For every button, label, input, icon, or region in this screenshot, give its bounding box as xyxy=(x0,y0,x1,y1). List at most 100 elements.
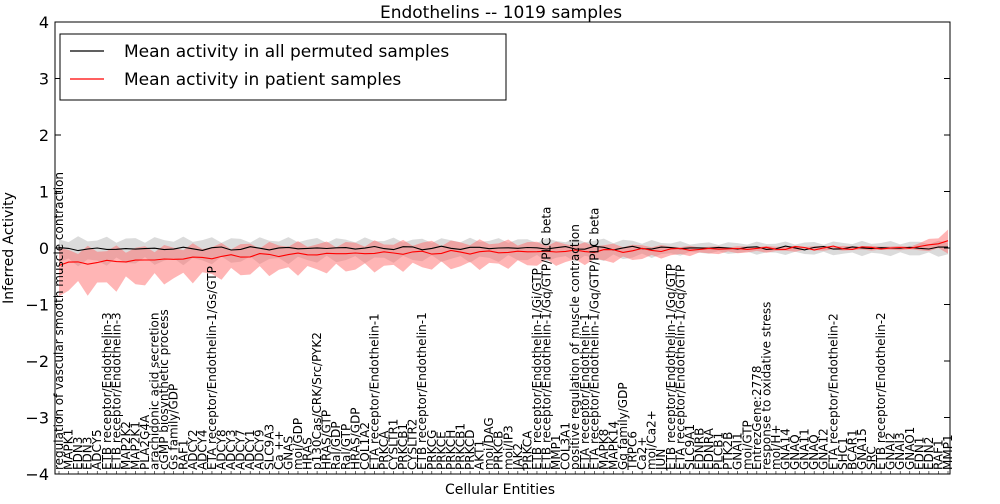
x-category-label: EDN3 xyxy=(81,437,95,470)
x-category-label: ETB receptor/Endothelin-3 xyxy=(109,312,123,470)
x-category-label: AKT1 xyxy=(473,440,487,470)
x-category-label: SLC9A3 xyxy=(262,424,276,470)
x-category-label: ETB receptor/Endothelin-1/Gq/GTP/PLC bet… xyxy=(540,207,554,470)
x-category-label: TRPC6 xyxy=(626,431,640,471)
x-category-label: EDN3 xyxy=(71,437,85,470)
y-tick-label: 0 xyxy=(39,239,49,258)
y-tick-label: −1 xyxy=(25,296,49,315)
x-category-label: ETA receptor/Endothelin-1 xyxy=(578,313,592,470)
x-category-label: ADCY1 xyxy=(243,429,257,470)
x-category-label: ETB receptor/Endothelin-3 xyxy=(100,312,114,470)
x-category-label: ADCY8 xyxy=(215,429,229,470)
permuted-mean-line xyxy=(58,245,949,252)
x-category-label: GNAQ xyxy=(807,434,821,470)
x-category-label: MMP1 xyxy=(941,434,955,470)
x-category-label: moi/H+ xyxy=(769,424,783,470)
x-category-label: moi/Ca2+ xyxy=(645,410,659,470)
x-category-label: PTK2B xyxy=(721,432,735,470)
x-axis-label: Cellular Entities xyxy=(445,482,555,498)
x-category-label: moi/GDP xyxy=(291,418,305,470)
x-category-label: GNA14 xyxy=(779,428,793,470)
y-tick-label: −3 xyxy=(25,409,49,428)
x-category-label: GNAQ xyxy=(788,434,802,470)
x-category-label: SHC1 xyxy=(836,437,850,470)
x-category-label: ETB receptor/Endothelin-1/Gi/GTP xyxy=(530,268,544,470)
x-category-label: PRKCA xyxy=(520,430,534,470)
x-category-label: EntrezGene:2778 xyxy=(750,365,764,470)
x-category-label: ADCY4 xyxy=(195,429,209,470)
x-category-label: response to oxidative stress xyxy=(759,302,773,470)
y-tick-label: 2 xyxy=(39,126,49,145)
patient-confidence-band xyxy=(59,229,948,297)
y-tick-label: −2 xyxy=(25,352,49,371)
legend-box xyxy=(59,33,507,101)
x-category-label: RAF1 xyxy=(931,439,945,470)
x-category-label: EDN1 xyxy=(912,437,926,470)
x-category-label: GNAI3 xyxy=(893,432,907,470)
x-category-label: regulation of vascular smooth muscle con… xyxy=(52,172,66,470)
x-category-label: GNAI1 xyxy=(731,432,745,470)
x-category-label: JAK2 xyxy=(511,443,525,471)
x-category-label: COL3A1 xyxy=(559,422,573,470)
x-category-label: BCAR1 xyxy=(845,429,859,470)
x-category-label: HRAS xyxy=(301,437,315,470)
x-category-label: COL1A2 xyxy=(358,422,372,470)
x-category-label: ETA receptor/Endothelin-1 xyxy=(368,313,382,470)
x-category-label: MMP1 xyxy=(549,434,563,470)
x-category-label: SLC9A1 xyxy=(683,424,697,470)
x-category-label: Gq family/GDP xyxy=(616,382,630,470)
x-category-label: GNAI2 xyxy=(884,432,898,470)
y-tick-label: 1 xyxy=(39,183,49,202)
x-category-label: MAPK1 xyxy=(62,429,76,470)
y-tick-label: 4 xyxy=(39,13,49,32)
x-category-label: MAP2K1 xyxy=(129,421,143,470)
x-category-label: ETB receptor/Endothelin-1/Gq/GTP xyxy=(664,264,678,470)
x-category-label: CYSLTR1 xyxy=(387,419,401,470)
legend-label-permuted: Mean activity in all permuted samples xyxy=(124,42,449,62)
x-category-label: ADCY3 xyxy=(224,429,238,470)
x-category-label: p130Cas/CRK/Src/PYK2 xyxy=(310,332,324,470)
y-axis-label: Inferred Activity xyxy=(1,192,17,304)
x-category-label: ETB receptor/Endothelin-1 xyxy=(415,312,429,470)
x-category-label: ETA receptor/Endothelin-1/Gq/GTP/PLC bet… xyxy=(587,208,601,470)
x-category-label: PRKCB1 xyxy=(396,423,410,470)
x-category-label: positive regulation of muscle contractio… xyxy=(568,224,582,470)
x-category-label: HRAS/GTP xyxy=(320,410,334,470)
x-category-label: ADCY9 xyxy=(253,429,267,470)
x-category-label: ADCY7 xyxy=(234,429,248,470)
y-tick-label: −4 xyxy=(25,465,49,484)
x-category-label: moi/DAG xyxy=(482,417,496,470)
x-category-label: ETB receptor/Endothelin-2 xyxy=(874,312,888,470)
x-category-label: Gs family/GDP xyxy=(167,384,181,470)
x-category-label: EDNRA xyxy=(702,427,716,470)
x-category-label: EDNRB xyxy=(693,428,707,470)
x-category-label: ADCY2 xyxy=(186,429,200,470)
x-category-label: PLCB1 xyxy=(712,432,726,470)
x-category-label: PRKCA xyxy=(377,430,391,470)
x-category-label: ADCY5 xyxy=(90,429,104,470)
x-category-label: PRKCG xyxy=(425,430,439,470)
x-category-label: arachidonic acid secretion xyxy=(148,313,162,470)
x-category-label: Ral/GDP xyxy=(329,421,343,470)
legend: Mean activity in all permuted samples Me… xyxy=(59,33,507,101)
x-category-label: Ral/GTP xyxy=(339,424,353,470)
x-category-label: cGMP biosynthetic process xyxy=(157,309,171,470)
legend-label-patient: Mean activity in patient samples xyxy=(124,70,401,90)
x-category-label: RAF1 xyxy=(176,439,190,470)
x-category-label: ETA receptor/Endothelin-2 xyxy=(826,313,840,470)
x-category-label: PRKCB1 xyxy=(454,423,468,470)
x-category-label: SRC xyxy=(865,446,879,470)
x-category-label: GNAO1 xyxy=(903,427,917,470)
x-category-label: PRKCB xyxy=(492,431,506,470)
x-category-label: PRKCD xyxy=(463,430,477,470)
x-category-label: GNA12 xyxy=(817,428,831,470)
x-category-label: GNAS xyxy=(281,436,295,470)
x-category-label: ETA receptor/Endothelin-1/Gq/GTP xyxy=(673,265,687,470)
y-tick-label: 3 xyxy=(39,70,49,89)
x-category-label: moi/IP3 xyxy=(501,425,515,470)
x-category-label: MAPK14 xyxy=(606,421,620,470)
x-category-label: Ca ++ xyxy=(272,430,286,470)
x-category-label: GNA15 xyxy=(855,428,869,470)
x-category-label: moi/GTP xyxy=(740,420,754,470)
